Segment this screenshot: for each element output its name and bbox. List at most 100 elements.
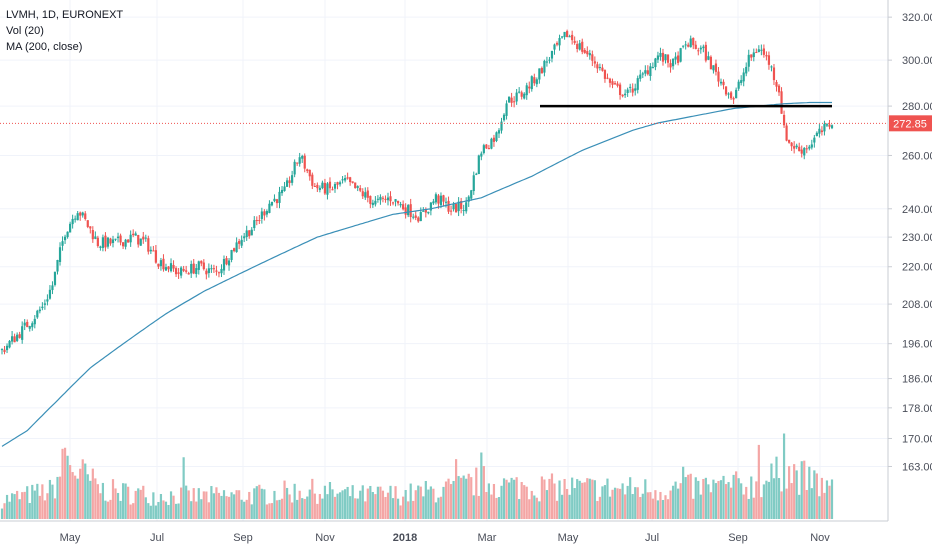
volume-bar	[212, 493, 216, 519]
candle-body	[780, 91, 783, 114]
volume-bar	[89, 480, 92, 519]
candle-body	[172, 265, 175, 269]
volume-bar	[525, 486, 528, 519]
volume-bar	[101, 482, 105, 519]
volume-bar	[333, 496, 337, 519]
volume-bar	[79, 468, 82, 519]
candle-body	[424, 209, 427, 213]
volume-bar	[129, 504, 132, 519]
candle-body	[114, 238, 117, 240]
volume-bar	[717, 480, 720, 519]
volume-bar	[152, 492, 155, 519]
candle-body	[215, 270, 218, 272]
volume-bar	[217, 492, 221, 519]
candle-body	[253, 220, 256, 229]
volume-bar	[767, 481, 771, 519]
volume-bar	[139, 489, 142, 519]
moving-average-line	[1, 101, 832, 447]
volume-bar	[71, 472, 74, 519]
volume-bar	[293, 483, 296, 519]
volume-bar	[53, 498, 57, 519]
volume-bar	[412, 500, 415, 519]
candle-body	[354, 182, 357, 189]
candle-body	[361, 191, 364, 197]
volume-bar	[745, 486, 748, 519]
volume-bar	[265, 504, 268, 519]
volume-bar	[795, 470, 798, 519]
candle-body	[492, 137, 496, 142]
x-tick-label: Mar	[478, 532, 497, 544]
candle-body	[684, 44, 687, 46]
candle-body	[381, 197, 385, 199]
volume-bar	[699, 494, 702, 519]
candle-body	[328, 181, 332, 189]
candle-body	[485, 144, 488, 149]
volume-bar	[275, 500, 279, 519]
volume-bar	[154, 505, 157, 519]
y-tick-label: 240.00	[902, 204, 932, 216]
candle-body	[220, 268, 223, 274]
volume-bar	[283, 480, 286, 519]
volume-bar	[63, 447, 67, 519]
volume-bar	[296, 499, 299, 519]
candle-body	[674, 56, 677, 60]
volume-bar	[467, 473, 470, 519]
volume-bar	[634, 487, 637, 519]
volume-bar	[207, 502, 210, 519]
candle-body	[53, 271, 57, 285]
volume-bar	[697, 480, 700, 519]
volume-bar	[278, 499, 281, 519]
candle-body	[810, 144, 813, 148]
volume-bar	[232, 494, 236, 519]
volume-bar	[306, 496, 309, 519]
volume-bar	[26, 486, 29, 519]
x-tick-label: Nov	[810, 532, 830, 544]
candle-body	[142, 236, 145, 240]
volume-bar	[538, 501, 541, 519]
volume-bar	[762, 484, 765, 519]
volume-bar	[732, 474, 735, 519]
volume-bar	[820, 477, 824, 519]
volume-bar	[5, 494, 9, 519]
volume-bar	[560, 494, 564, 519]
candle-body	[313, 185, 316, 187]
volume-bar	[301, 498, 304, 519]
volume-bar	[124, 483, 127, 519]
candle-body	[200, 260, 203, 264]
candle-body	[790, 142, 793, 147]
candle-body	[442, 195, 445, 202]
volume-bar	[16, 490, 19, 519]
candle-body	[659, 52, 662, 57]
candle-body	[596, 64, 599, 69]
candle-body	[563, 31, 566, 38]
candle-body	[553, 44, 556, 50]
volume-bar	[429, 486, 432, 519]
volume-bar	[830, 479, 834, 519]
candle-body	[139, 238, 142, 246]
candle-body	[745, 66, 748, 74]
volume-bar	[724, 484, 728, 519]
volume-bar	[238, 490, 241, 519]
volume-bar	[576, 479, 579, 519]
volume-bar	[626, 485, 629, 519]
candle-body	[291, 175, 294, 183]
x-tick-label: Jul	[150, 532, 164, 544]
volume-bar	[354, 498, 357, 519]
candle-body	[270, 201, 274, 206]
candle-body	[232, 248, 236, 252]
volume-bar	[61, 448, 64, 519]
candle-body	[149, 249, 152, 252]
volume-bar	[104, 500, 107, 519]
volume-bar	[142, 485, 145, 519]
candle-body	[624, 93, 627, 96]
volume-bar	[825, 480, 829, 519]
candle-body	[444, 201, 448, 203]
volume-bar	[434, 502, 438, 519]
candle-body	[788, 139, 791, 143]
candle-body	[69, 223, 72, 233]
candle-body	[341, 179, 344, 181]
candle-body	[661, 52, 665, 62]
volume-bar	[439, 496, 443, 519]
candle-body	[805, 148, 808, 150]
candle-body	[205, 270, 208, 275]
